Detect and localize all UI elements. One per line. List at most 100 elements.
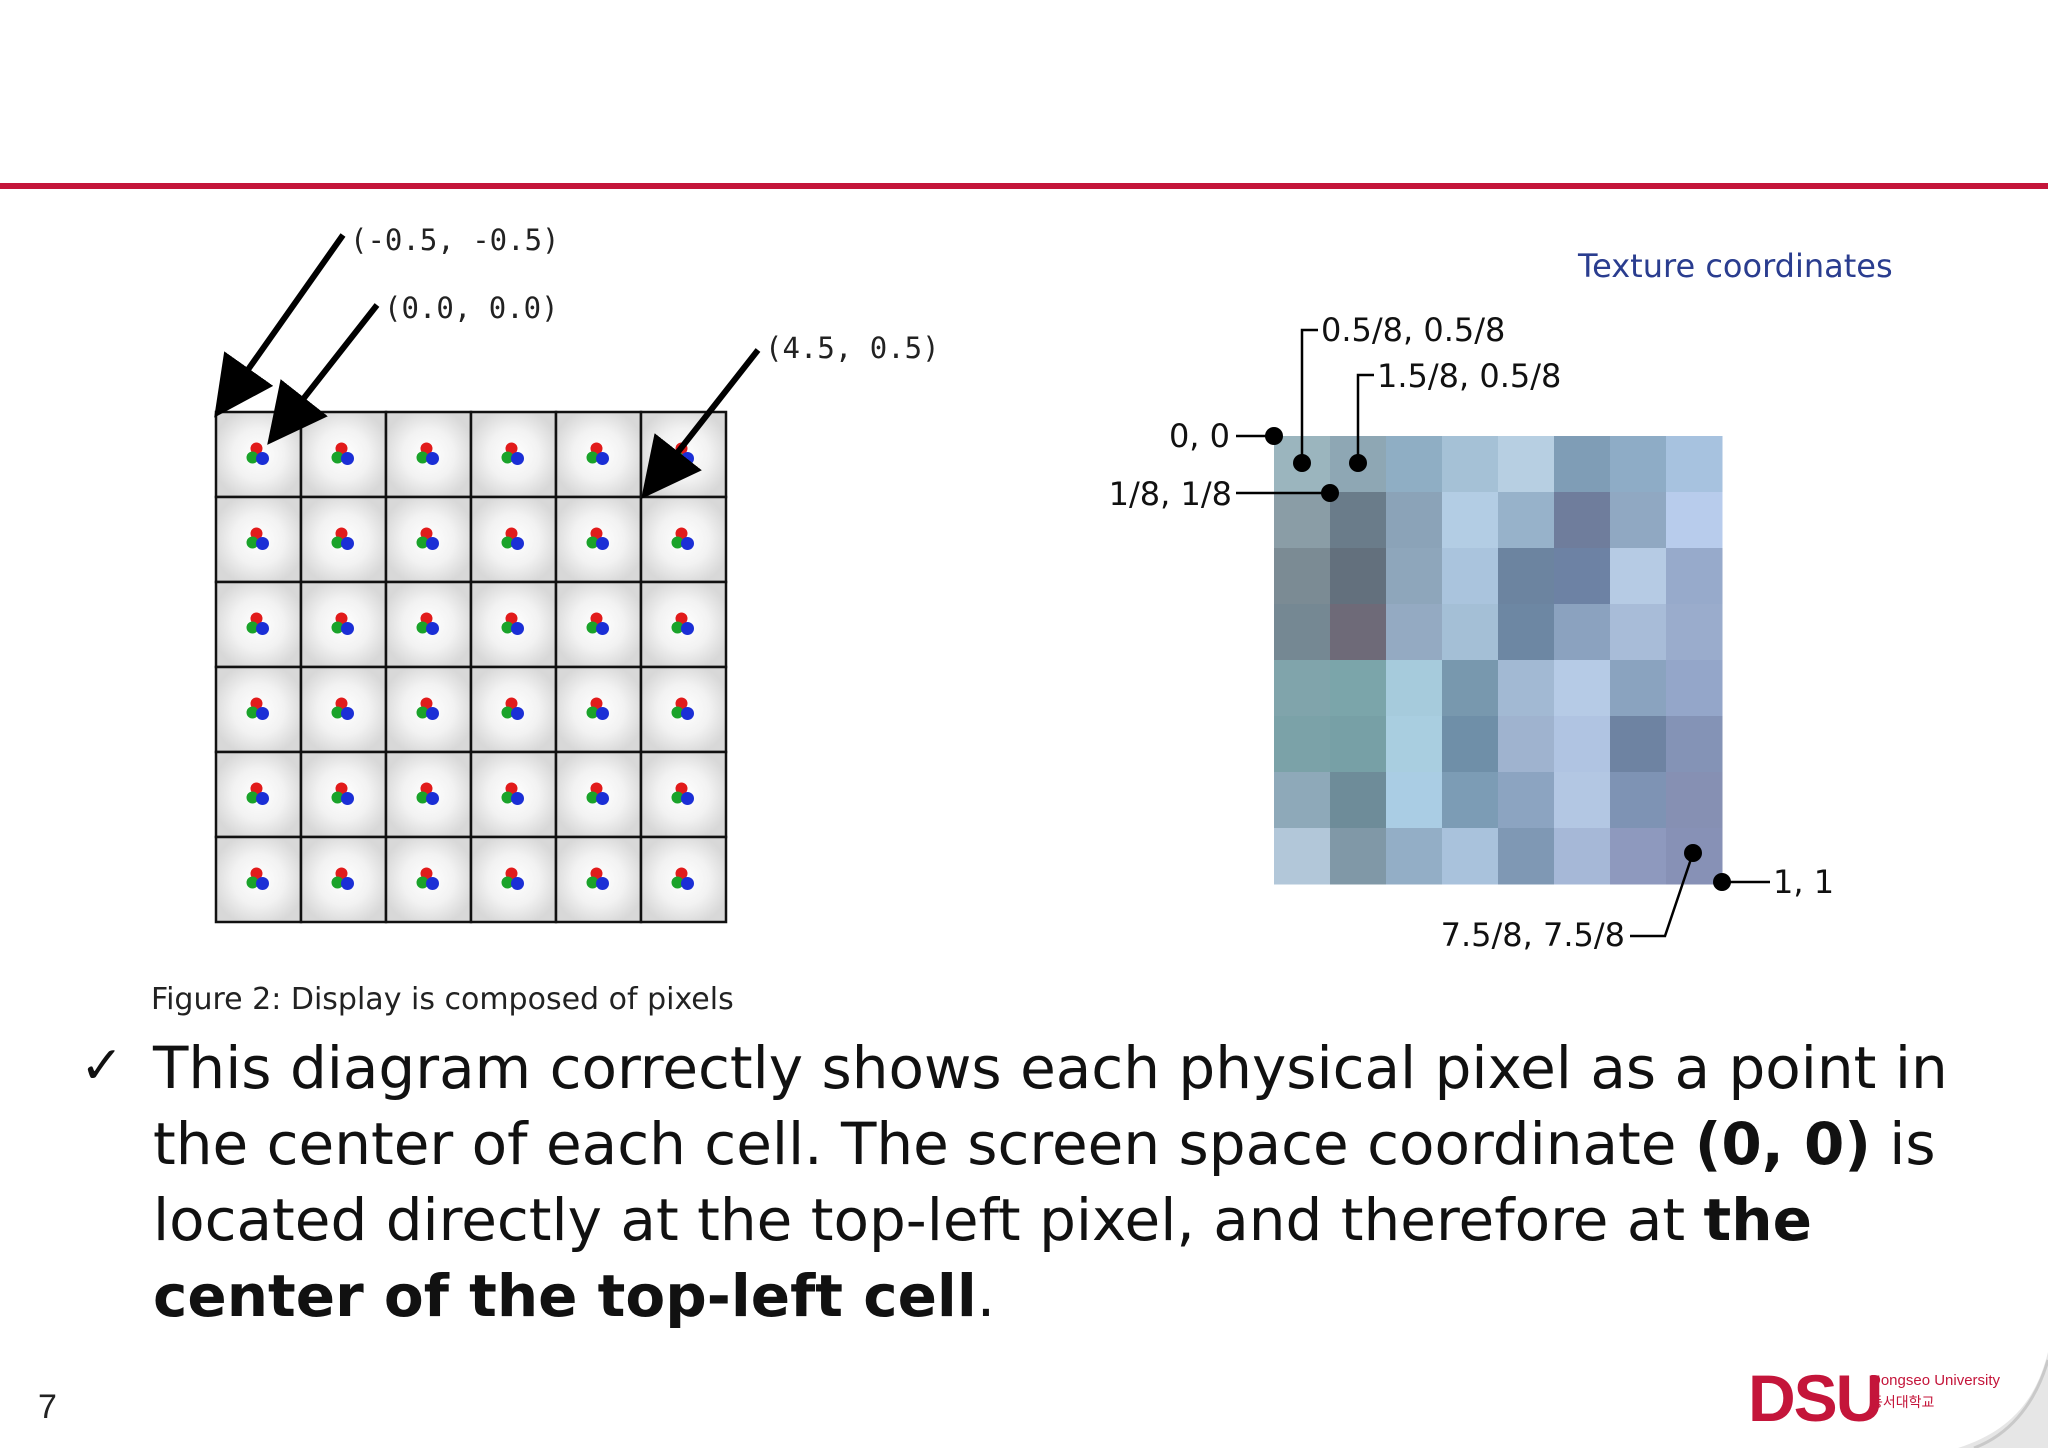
dot-seven-half (1684, 844, 1702, 862)
label-four-half: (4.5, 0.5) (765, 331, 940, 365)
pixel-cell (299, 665, 388, 754)
logo-korean-name: 동서대학교 (1870, 1394, 1935, 1410)
texel (1610, 716, 1667, 773)
texel (1610, 436, 1667, 493)
texel (1554, 436, 1611, 493)
paragraph-bold-cell: the center of the top-left cell (153, 1186, 1812, 1330)
texel (1442, 772, 1499, 829)
pixel-cell (384, 495, 473, 584)
pixel-point-icon (586, 527, 609, 550)
pixel-point-icon (416, 782, 439, 805)
pixel-cell (384, 665, 473, 754)
texel (1498, 660, 1555, 717)
texel (1498, 548, 1555, 605)
pixel-point-icon (331, 442, 354, 465)
pixel-cell (299, 750, 388, 839)
pixel-point-icon (331, 697, 354, 720)
texel (1330, 492, 1387, 549)
pixel-point-icon (501, 697, 524, 720)
texel (1442, 716, 1499, 773)
texel (1610, 492, 1667, 549)
texel (1442, 828, 1499, 885)
pixel-point-icon (671, 612, 694, 635)
texture-grid (1274, 436, 1723, 885)
texel (1442, 660, 1499, 717)
dot-eighth (1321, 484, 1339, 502)
pixel-cell (469, 410, 558, 499)
pixel-point-icon (416, 442, 439, 465)
pixel-point-icon (246, 612, 269, 635)
texel (1666, 772, 1723, 829)
arrow-origin (267, 303, 380, 445)
arrow-four-half (641, 348, 761, 499)
texel (1666, 548, 1723, 605)
texel (1330, 548, 1387, 605)
pixel-point-icon (501, 442, 524, 465)
pixel-point-icon (416, 697, 439, 720)
tex-label-half-half: 0.5/8, 0.5/8 (1321, 311, 1505, 349)
pixel-point-icon (586, 697, 609, 720)
leader-one-half-half (1356, 373, 1374, 463)
texel (1330, 828, 1387, 885)
tex-label-eighth: 1/8, 1/8 (1109, 475, 1232, 513)
texel (1274, 716, 1331, 773)
pixel-cell (469, 665, 558, 754)
pixel-cell (554, 580, 643, 669)
pixel-cell (639, 665, 728, 754)
texel (1274, 548, 1331, 605)
pixel-point-icon (331, 612, 354, 635)
pixel-cell (214, 495, 303, 584)
tex-label-origin: 0, 0 (1169, 417, 1230, 455)
pixel-point-icon (331, 867, 354, 890)
texel (1666, 436, 1723, 493)
university-logo: DSU Dongseo University 동서대학교 (1748, 1352, 2048, 1448)
pixel-point-icon (416, 527, 439, 550)
texel (1442, 492, 1499, 549)
texel (1274, 772, 1331, 829)
pixel-point-icon (586, 782, 609, 805)
texel (1386, 492, 1443, 549)
paragraph-part-2: is located directly at the top-left pixe… (153, 1110, 1936, 1254)
arrow-minus-half (214, 233, 346, 418)
texel (1610, 548, 1667, 605)
pixel-cell (299, 580, 388, 669)
pixel-cell (639, 410, 728, 499)
pixel-cell (469, 580, 558, 669)
texel (1442, 604, 1499, 661)
pixel-point-icon (671, 527, 694, 550)
texel (1330, 716, 1387, 773)
pixel-point-icon (246, 782, 269, 805)
pixel-point-icon (331, 527, 354, 550)
pixel-cell (214, 835, 303, 924)
texel (1498, 436, 1555, 493)
pixel-point-icon (671, 697, 694, 720)
pixel-grid (214, 410, 728, 924)
texel (1274, 660, 1331, 717)
pixel-cell (639, 495, 728, 584)
texel (1610, 772, 1667, 829)
texel (1554, 772, 1611, 829)
texel (1666, 604, 1723, 661)
texel (1610, 604, 1667, 661)
pixel-cell (639, 835, 728, 924)
logo-wordmark: DSU (1748, 1361, 1883, 1435)
texel (1498, 604, 1555, 661)
texel (1610, 828, 1667, 885)
texel (1442, 436, 1499, 493)
pixel-point-icon (586, 442, 609, 465)
texel (1442, 548, 1499, 605)
pixel-cell (639, 750, 728, 839)
texel (1274, 828, 1331, 885)
texel (1554, 828, 1611, 885)
texture-dots (1265, 427, 1731, 891)
pixel-point-icon (246, 867, 269, 890)
pixel-point-icon (331, 782, 354, 805)
texel (1498, 828, 1555, 885)
texel (1330, 660, 1387, 717)
texel (1498, 492, 1555, 549)
pixel-cell (469, 495, 558, 584)
logo-english-name: Dongseo University (1870, 1372, 2001, 1389)
texel (1386, 436, 1443, 493)
pixel-cell (214, 580, 303, 669)
